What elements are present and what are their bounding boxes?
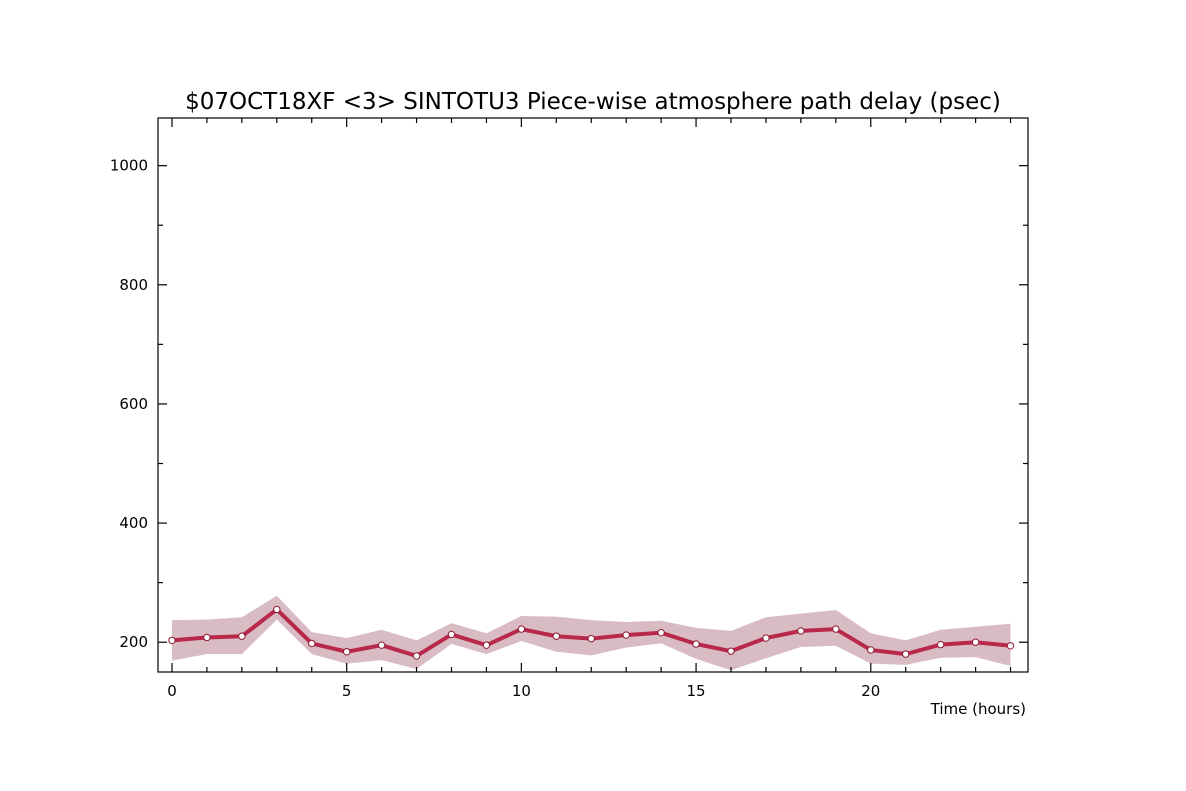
x-tick-label: 10 [512, 682, 531, 700]
data-point [447, 630, 456, 639]
data-point [936, 640, 945, 649]
data-point [692, 640, 700, 648]
y-tick-label: 400 [119, 514, 148, 532]
data-point [762, 634, 770, 642]
data-point [622, 631, 630, 639]
data-point [342, 648, 351, 656]
x-axis-label: Time (hours) [930, 700, 1026, 718]
x-tick-label: 15 [687, 682, 706, 700]
data-point [238, 632, 246, 640]
data-point [971, 638, 980, 646]
data-point [902, 650, 910, 658]
y-tick-label: 600 [119, 395, 148, 413]
error-band [171, 595, 1011, 671]
y-tick-label: 200 [119, 633, 148, 651]
data-point [727, 647, 735, 655]
data-point [657, 628, 665, 637]
y-tick-label: 800 [119, 276, 148, 294]
data-point [797, 627, 805, 635]
data-point [203, 633, 211, 642]
data-point [412, 652, 421, 660]
data-point-layer [168, 605, 1015, 660]
y-tick-label: 1000 [110, 157, 148, 175]
data-point [552, 632, 561, 640]
data-point [308, 639, 316, 648]
data-point [867, 646, 875, 654]
x-tick-label: 5 [342, 682, 352, 700]
axis-ticks [158, 118, 1028, 672]
data-point [587, 634, 595, 643]
x-tick-label: 0 [167, 682, 177, 700]
data-point [273, 605, 281, 614]
tick-labels: 0 5 10 15 20 200 400 600 800 1000 [110, 157, 881, 700]
data-point [517, 625, 526, 633]
chart-title: $07OCT18XF <3> SINTOTU3 Piece-wise atmos… [185, 89, 1001, 115]
data-point [168, 636, 176, 645]
data-point [832, 625, 840, 633]
plot-frame [157, 117, 1029, 673]
error-band-layer [171, 595, 1011, 671]
x-tick-label: 20 [861, 682, 880, 700]
data-point [482, 641, 491, 649]
data-point [1006, 642, 1015, 650]
data-point [377, 641, 386, 649]
